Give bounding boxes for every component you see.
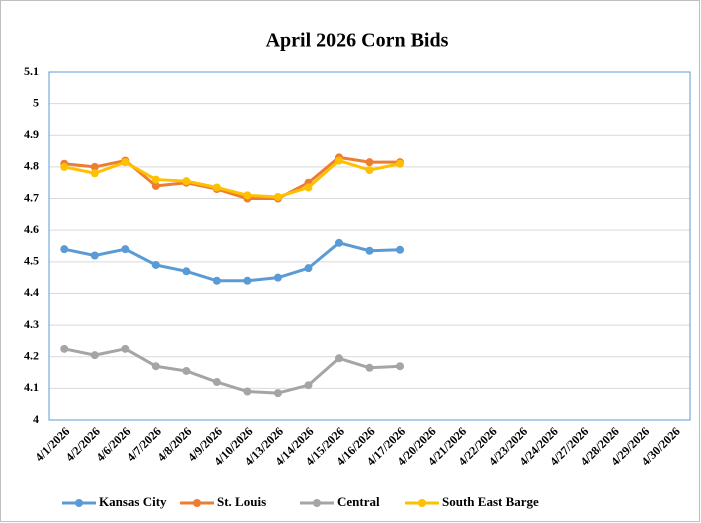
- data-point: [151, 175, 160, 184]
- y-tick-label: 4.5: [24, 254, 39, 268]
- legend-marker: [193, 499, 201, 507]
- y-tick-label: 4.3: [24, 317, 39, 331]
- data-point: [334, 156, 343, 165]
- data-point: [304, 183, 313, 192]
- legend-label: South East Barge: [442, 494, 539, 509]
- data-point: [151, 181, 160, 190]
- series-line: [63, 347, 401, 395]
- series-line: [63, 159, 401, 199]
- data-point: [243, 387, 252, 396]
- data-point: [182, 177, 191, 186]
- data-point: [365, 246, 374, 255]
- data-point: [151, 260, 160, 269]
- plot-area: [48, 71, 691, 421]
- data-point: [243, 191, 252, 200]
- data-point: [334, 354, 343, 363]
- legend-marker: [313, 499, 321, 507]
- data-point: [365, 166, 374, 175]
- data-point: [182, 267, 191, 276]
- data-point: [334, 238, 343, 247]
- data-point: [365, 158, 374, 167]
- data-point: [212, 276, 221, 285]
- data-point: [60, 162, 69, 171]
- data-point: [121, 158, 130, 167]
- data-point: [90, 351, 99, 360]
- data-point: [273, 192, 282, 201]
- legend-label: Central: [337, 494, 380, 509]
- y-tick-label: 5: [33, 95, 39, 109]
- data-point: [90, 251, 99, 260]
- data-point: [304, 381, 313, 390]
- data-point: [396, 362, 405, 371]
- legend-label: St. Louis: [217, 494, 266, 509]
- legend-label: Kansas City: [99, 494, 167, 509]
- data-point: [60, 344, 69, 353]
- legend-marker: [418, 499, 426, 507]
- data-point: [212, 183, 221, 192]
- y-tick-label: 4.8: [24, 159, 39, 173]
- data-point: [182, 366, 191, 375]
- data-point: [212, 378, 221, 387]
- data-point: [243, 276, 252, 285]
- y-tick-label: 4.7: [24, 190, 39, 204]
- chart-title: April 2026 Corn Bids: [266, 30, 449, 52]
- data-point: [396, 245, 405, 254]
- data-point: [121, 245, 130, 254]
- series-line: [64, 155, 401, 201]
- y-tick-label: 4.9: [24, 127, 39, 141]
- data-point: [90, 169, 99, 178]
- data-point: [304, 264, 313, 273]
- data-point: [90, 162, 99, 171]
- y-tick-label: 4: [33, 412, 39, 426]
- y-tick-label: 4.1: [24, 380, 39, 394]
- data-point: [121, 344, 130, 353]
- y-tick-label: 5.1: [24, 64, 39, 78]
- data-point: [60, 245, 69, 254]
- data-point: [273, 273, 282, 282]
- y-tick-label: 4.6: [24, 222, 39, 236]
- y-tick-label: 4.4: [24, 285, 39, 299]
- y-tick-label: 4.2: [24, 348, 39, 362]
- series-line: [63, 241, 401, 283]
- data-point: [396, 159, 405, 168]
- legend-marker: [75, 499, 83, 507]
- data-point: [151, 362, 160, 371]
- data-point: [365, 363, 374, 372]
- data-point: [273, 389, 282, 398]
